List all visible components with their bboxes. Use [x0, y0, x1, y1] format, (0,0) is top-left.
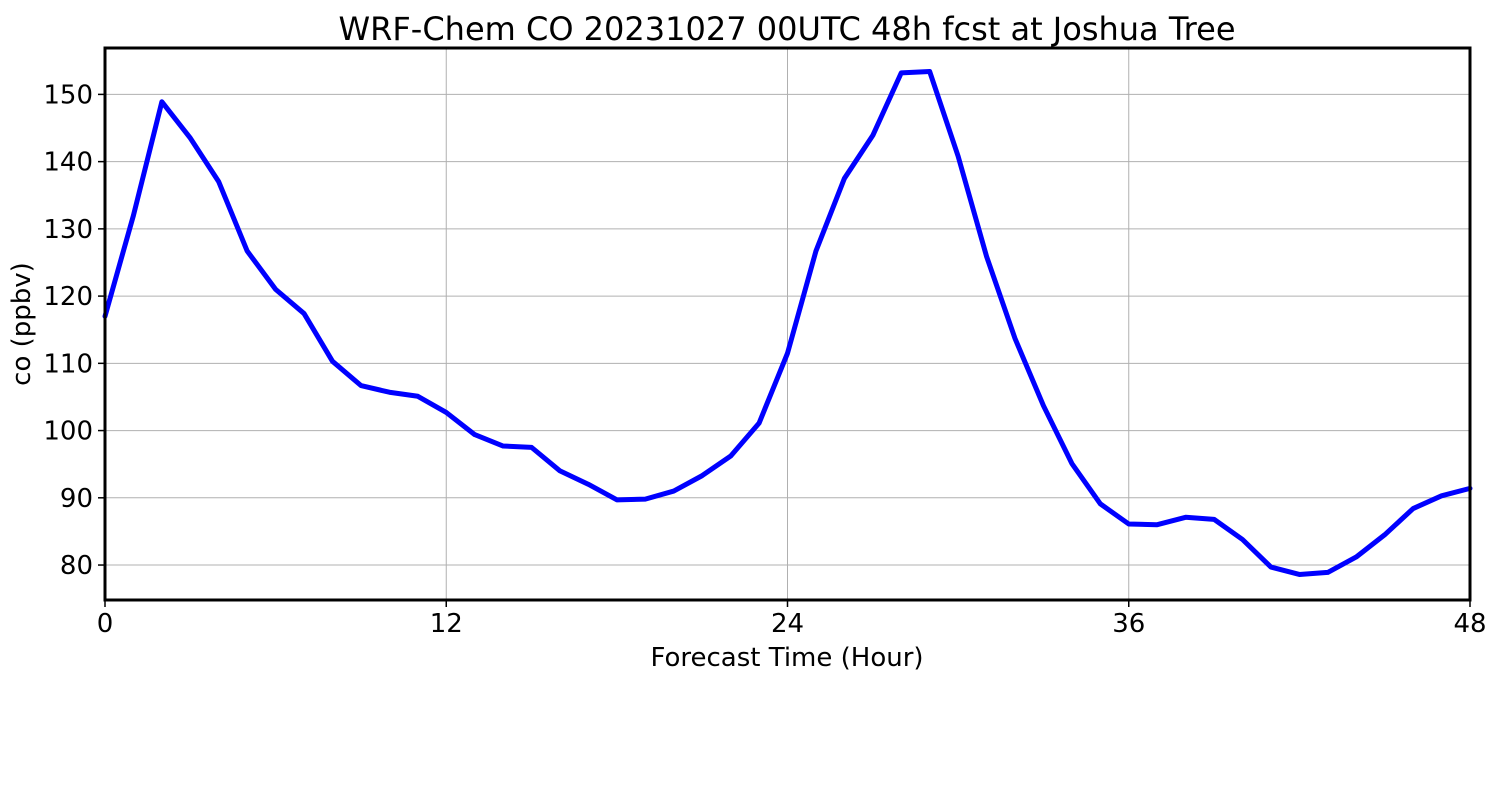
data-point	[188, 136, 192, 140]
data-point	[331, 359, 335, 363]
data-point	[700, 474, 704, 478]
y-axis-label: co (ppbv)	[7, 262, 37, 386]
x-tick-label: 0	[97, 609, 114, 639]
data-point	[416, 394, 420, 398]
data-point	[1127, 522, 1131, 526]
y-tick-label: 150	[43, 80, 93, 110]
x-tick-label: 48	[1453, 609, 1486, 639]
data-point	[1184, 515, 1188, 519]
data-point	[387, 390, 391, 394]
data-point	[1440, 494, 1444, 498]
x-tick-label: 36	[1112, 609, 1145, 639]
data-point	[1354, 555, 1358, 559]
data-point	[757, 421, 761, 425]
series-line	[102, 69, 1473, 577]
data-point	[1383, 533, 1387, 537]
data-point	[786, 351, 790, 355]
data-point	[956, 154, 960, 158]
x-axis-label: Forecast Time (Hour)	[650, 643, 923, 673]
data-point	[1297, 572, 1301, 576]
grid	[104, 48, 1471, 600]
data-point	[1241, 537, 1245, 541]
data-point	[814, 249, 818, 253]
chart-title: WRF-Chem CO 20231027 00UTC 48h fcst at J…	[338, 10, 1235, 48]
y-tick-label: 130	[43, 215, 93, 245]
data-point	[473, 433, 477, 437]
data-point	[842, 176, 846, 180]
x-tick-label: 12	[430, 609, 463, 639]
data-point	[274, 287, 278, 291]
data-point	[729, 454, 733, 458]
data-point	[1098, 502, 1102, 506]
data-point	[1013, 336, 1017, 340]
data-point	[1269, 565, 1273, 569]
data-point	[1212, 517, 1216, 521]
data-point	[672, 489, 676, 493]
series-layer	[102, 69, 1473, 577]
data-point	[1070, 462, 1074, 466]
data-point	[359, 384, 363, 388]
data-point	[530, 445, 534, 449]
data-point	[586, 482, 590, 486]
y-tick-label: 120	[43, 282, 93, 312]
x-tick-label: 24	[771, 609, 804, 639]
data-point	[1411, 507, 1415, 511]
y-tick-label: 90	[60, 484, 93, 514]
data-point	[985, 254, 989, 258]
data-point	[1041, 404, 1045, 408]
y-tick-label: 100	[43, 417, 93, 447]
data-point	[444, 410, 448, 414]
data-point	[558, 469, 562, 473]
data-point	[131, 213, 135, 217]
data-point	[302, 312, 306, 316]
data-point	[899, 71, 903, 75]
y-tick-label: 80	[60, 551, 93, 581]
ticks: 0 12 24 36 48 80 90 100 110 120 130 140 150	[43, 80, 1486, 639]
data-point	[871, 133, 875, 137]
data-point	[643, 497, 647, 501]
data-point	[615, 498, 619, 502]
data-point	[160, 100, 164, 104]
data-point	[1155, 523, 1159, 527]
data-point	[1326, 570, 1330, 574]
y-tick-label: 140	[43, 148, 93, 178]
data-point	[245, 249, 249, 253]
data-point	[501, 444, 505, 448]
data-point	[217, 180, 221, 184]
data-point	[928, 70, 932, 74]
y-tick-label: 110	[43, 349, 93, 379]
